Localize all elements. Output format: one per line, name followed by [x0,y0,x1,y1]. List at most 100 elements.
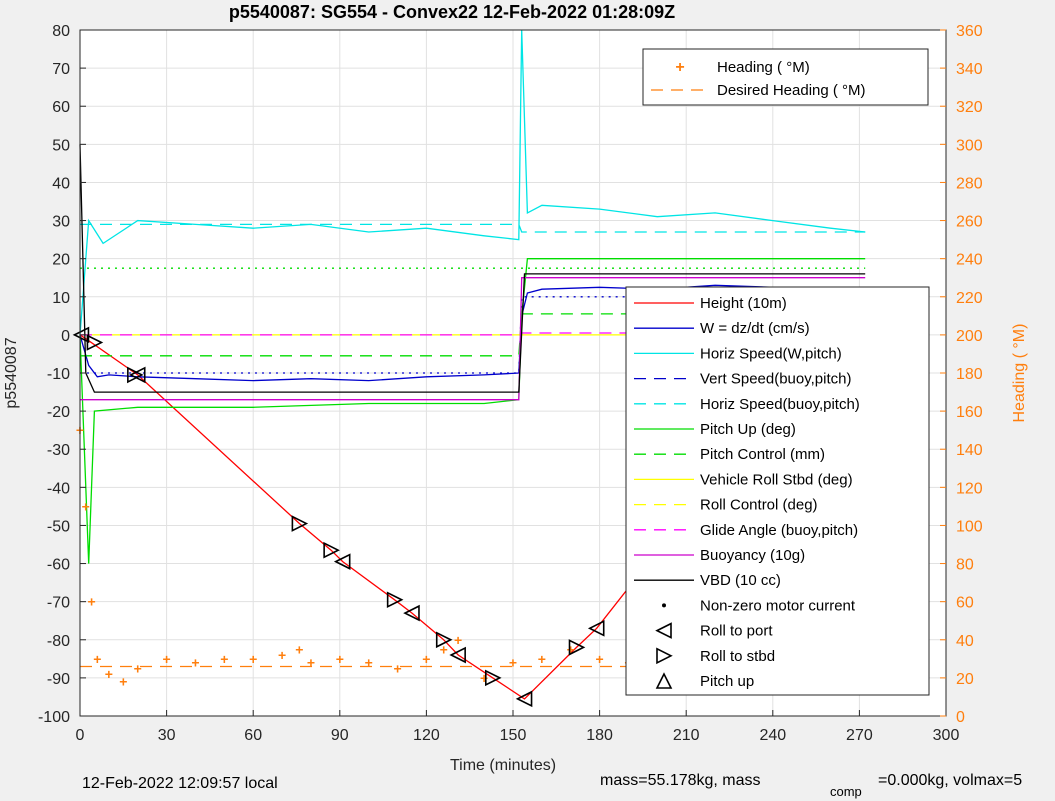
y-tick-label: -70 [47,595,70,612]
y-tick-label: -60 [47,557,70,574]
y2-tick-label: 340 [956,61,983,78]
legend-label: Roll Control (deg) [700,497,818,514]
y2-tick-label: 20 [956,671,974,688]
legend-main: Height (10m) W = dz/dt (cm/s) Horiz Speed(… [625,286,930,696]
y2-tick-label: 60 [956,595,974,612]
legend-label: Pitch Control (mm) [700,446,825,463]
legend-marker-right [656,647,673,665]
roll-to-port-marker [333,553,351,570]
roll-to-port-marker [403,604,420,622]
heading-point: + [278,647,286,663]
x-tick-label: 60 [244,727,262,744]
x-tick-label: 90 [331,727,349,744]
heading-point: + [567,641,575,657]
y-tick-label: -80 [47,633,70,650]
y-tick-label: -20 [47,404,70,421]
legend-label: Glide Angle (buoy,pitch) [700,522,858,539]
y-tick-label: -40 [47,480,70,497]
heading-point: + [336,651,344,667]
y2-tick-label: 300 [956,137,983,154]
y-tick-label: -100 [38,709,70,726]
y2-tick-label: 120 [956,480,983,497]
x-tick-label: 240 [759,727,786,744]
roll-to-stbd-marker [291,515,309,532]
legend-label: Height (10m) [700,295,787,312]
chart-title: p5540087: SG554 - Convex22 12-Feb-2022 0… [229,2,675,22]
y2-tick-label: 0 [956,709,965,726]
footer-mass: mass=55.178kg, mass [600,772,761,789]
heading-point: + [134,660,142,676]
y-tick-label: 50 [52,137,70,154]
y-tick-label: -30 [47,442,70,459]
heading-point: + [307,655,315,671]
legend-label: Buoyancy (10g) [700,547,805,564]
y-tick-label: 10 [52,290,70,307]
x-tick-label: 120 [413,727,440,744]
roll-to-stbd-marker [127,366,144,384]
y-tick-label: -10 [47,366,70,383]
y2-tick-label: 320 [956,99,983,116]
y2-tick-label: 100 [956,518,983,535]
series-pitch-up-deg [79,258,866,564]
y2-tick-label: 220 [956,290,983,307]
legend-label: W = dz/dt (cm/s) [700,320,810,337]
legend-label: VBD (10 cc) [700,572,781,589]
heading-point: + [422,651,430,667]
y-tick-label: 60 [52,99,70,116]
legend-marker-heading: + [675,59,684,76]
heading-point: + [82,498,90,514]
y2-tick-label: 200 [956,328,983,345]
roll-to-port-marker [449,646,466,664]
y-tick-label: 70 [52,61,70,78]
series-buoyancy-10g [80,277,866,401]
x-axis: 0 30 60 90 120 150 180 210 240 270 300 [76,710,960,744]
footer-mass-subscript: comp [830,784,862,799]
roll-to-stbd-marker [484,669,502,687]
heading-point: + [105,666,113,682]
legend-label: Roll to port [700,623,773,640]
heading-point: + [480,670,488,686]
legend-marker-motor [662,603,666,608]
y2-tick-label: 140 [956,442,983,459]
legend-label: Roll to stbd [700,648,775,665]
y-axis-label: p5540087 [3,337,20,408]
x-tick-label: 300 [933,727,960,744]
legend-marker-left [655,622,672,639]
heading-point: + [365,655,373,671]
y2-tick-label: 260 [956,214,983,231]
y-axis-left: -100-90-80-70-60-50-40-30-20-10010203040… [38,23,86,726]
x-tick-label: 0 [76,727,85,744]
heading-point: + [220,651,228,667]
y-tick-label: 40 [52,175,70,192]
x-tick-label: 30 [158,727,176,744]
x-tick-label: 150 [500,727,527,744]
legend-label: Vehicle Roll Stbd (deg) [700,471,853,488]
heading-point: + [163,651,171,667]
legend-marker-up [655,672,673,689]
x-tick-label: 270 [846,727,873,744]
x-tick-label: 180 [586,727,613,744]
heading-point: + [119,674,127,690]
roll-to-stbd-marker [435,631,453,649]
y-tick-label: 30 [52,214,70,231]
roll-to-stbd-marker [386,591,404,609]
y2-tick-label: 280 [956,175,983,192]
legend-label: Non-zero motor current [700,597,856,614]
y2-tick-label: 180 [956,366,983,383]
y2-tick-label: 40 [956,633,974,650]
heading-point: + [440,641,448,657]
y2-axis-label: Heading ( °M) [1011,324,1028,423]
y-axis-right: 0 20 40 60 80 100 120 140 160 180 200 220 240 260 280 3… [940,23,983,726]
heading-point: + [596,651,604,667]
legend-label: Pitch Up (deg) [700,421,796,438]
heading-point: + [87,594,95,610]
roll-to-port-marker [128,366,146,384]
y-tick-label: 80 [52,23,70,40]
heading-point: + [191,655,199,671]
y-tick-label: 0 [61,328,70,345]
y2-tick-label: 160 [956,404,983,421]
legend-label: Vert Speed(buoy,pitch) [700,371,851,388]
heading-point: + [295,641,303,657]
y2-tick-label: 240 [956,252,983,269]
